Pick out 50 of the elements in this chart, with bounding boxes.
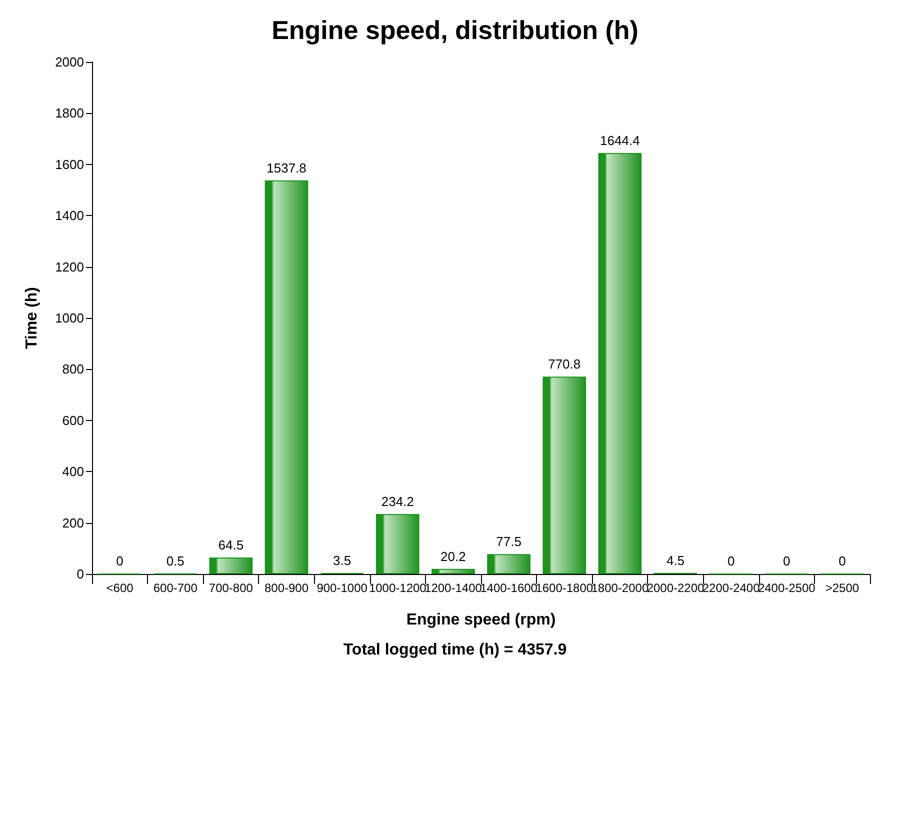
bar: [598, 153, 642, 574]
data-label: 0: [116, 554, 124, 568]
y-tick-label: 1400: [55, 208, 84, 224]
data-label: 0: [727, 554, 735, 568]
x-tick-label: 600-700: [153, 581, 198, 595]
data-label: 1644.4: [600, 133, 640, 148]
data-label: 1537.8: [266, 160, 306, 176]
data-label: 3.5: [333, 553, 352, 568]
bar: [432, 568, 475, 574]
y-tick-label: 600: [62, 412, 84, 428]
y-tick-label: 1600: [55, 156, 84, 172]
bar: [209, 557, 253, 574]
x-tick-label: 1400-1600: [480, 581, 538, 595]
y-tick-label: 1000: [55, 310, 84, 326]
bar: [542, 376, 586, 574]
x-tick-label: 2400-2500: [758, 581, 816, 595]
x-tick-label: <600: [106, 581, 134, 595]
x-tick-label: 1800-2000: [591, 581, 649, 595]
x-tick-label: 900-1000: [316, 581, 368, 595]
x-tick-label: 700-800: [208, 581, 254, 595]
data-label: 0: [838, 554, 846, 568]
y-tick-label: 800: [62, 362, 84, 377]
bar: [487, 554, 530, 574]
y-axis-title: Time (h): [24, 287, 40, 349]
data-label: 64.5: [218, 537, 244, 552]
data-label: 4.5: [666, 552, 685, 568]
y-tick-label: 1200: [55, 259, 84, 274]
x-tick-label: 2000-2200: [646, 581, 705, 595]
y-tick-label: 2000: [55, 54, 84, 70]
data-label: 770.8: [548, 356, 581, 372]
x-tick-label: >2500: [825, 581, 860, 595]
data-label: 0: [783, 554, 790, 568]
y-tick-label: 0: [76, 566, 84, 582]
y-tick-label: 1800: [55, 106, 84, 121]
x-tick-label: 800-900: [264, 581, 309, 595]
bar: [376, 514, 420, 574]
data-label: 0.5: [166, 553, 184, 568]
x-tick-label: 1000-1200: [368, 581, 427, 595]
x-tick-label: 1200-1400: [424, 581, 482, 595]
x-tick-label: 1600-1800: [536, 581, 594, 595]
data-label: 20.2: [440, 548, 466, 564]
x-axis-title: Engine speed (rpm): [406, 612, 556, 628]
y-tick-label: 400: [62, 464, 84, 480]
y-tick-label: 200: [62, 515, 84, 530]
data-label: 77.5: [496, 534, 522, 550]
data-label: 234.2: [381, 494, 414, 510]
text: Total logged time (h) = 4357.9: [343, 642, 567, 658]
bar: [264, 180, 308, 574]
chart-title: Engine speed, distribution (h): [272, 15, 638, 45]
x-tick-label: 2200-2400: [702, 581, 760, 595]
